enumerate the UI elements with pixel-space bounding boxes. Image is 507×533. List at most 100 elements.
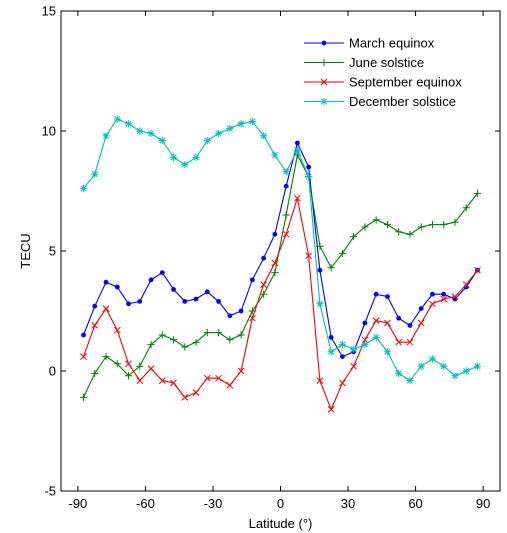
data-point [407, 323, 413, 328]
data-point [238, 308, 244, 314]
data-point [260, 281, 267, 288]
y-tick-label: 15 [42, 4, 56, 19]
y-axis-label: TECU [18, 233, 33, 268]
data-point [102, 353, 110, 361]
data-point [261, 255, 267, 261]
data-point [272, 231, 278, 237]
data-point [474, 266, 481, 274]
data-point [327, 348, 335, 356]
x-tick-label: 30 [341, 496, 355, 511]
data-point [91, 170, 99, 178]
data-point [327, 406, 335, 413]
data-point [327, 264, 335, 272]
data-point [282, 230, 290, 238]
data-point [271, 269, 279, 277]
data-point [361, 341, 369, 349]
axis-ticks: -90 -60 -30 0 30 60 90 -5 0 5 10 15 [42, 4, 500, 511]
data-point [429, 300, 436, 308]
data-point [417, 223, 425, 231]
x-tick-label: 90 [476, 496, 490, 511]
data-point [384, 319, 391, 327]
data-point [158, 377, 166, 384]
data-point [305, 252, 312, 260]
data-point [203, 329, 211, 337]
data-point [462, 281, 470, 288]
data-point [171, 287, 176, 292]
data-point [282, 168, 290, 176]
data-point [317, 267, 323, 273]
data-point [294, 140, 300, 146]
data-point [383, 348, 392, 356]
data-point [372, 216, 380, 224]
data-point [428, 221, 437, 229]
data-point [372, 317, 380, 324]
data-point [237, 120, 245, 128]
data-point [147, 365, 155, 372]
data-point [283, 183, 289, 189]
data-point [181, 394, 189, 401]
data-point [113, 115, 121, 123]
data-point [215, 374, 222, 382]
data-point [102, 305, 110, 312]
data-point [203, 374, 211, 382]
legend-swatch-marker [320, 97, 328, 106]
data-point [248, 117, 256, 125]
data-point [214, 129, 223, 137]
legend-label: March equinox [349, 36, 435, 51]
legend: March equinox June solstice September equi… [304, 36, 462, 109]
data-point [136, 127, 144, 135]
data-point [440, 362, 448, 370]
data-point [102, 132, 110, 140]
data-point [406, 377, 414, 385]
data-point [124, 120, 133, 128]
data-point [81, 332, 86, 338]
data-point [79, 185, 88, 193]
data-point [226, 382, 234, 389]
data-point [305, 173, 313, 181]
data-point [158, 331, 166, 339]
series-december-solstice [79, 115, 482, 385]
data-point [473, 362, 482, 370]
legend-entry: June solstice [304, 55, 424, 70]
x-tick-label: -30 [204, 496, 223, 511]
data-point [350, 362, 358, 370]
data-point [418, 306, 424, 311]
data-point [216, 299, 221, 304]
x-axis-label: Latitude (°) [249, 516, 313, 531]
y-tick-label: 10 [42, 124, 56, 139]
data-point [294, 194, 301, 202]
x-tick-label: -90 [68, 496, 87, 511]
data-point [395, 369, 403, 377]
series-september-equinox [80, 194, 481, 413]
y-tick-label: 0 [49, 364, 56, 379]
data-point [417, 362, 425, 370]
data-point [170, 379, 177, 387]
data-point [462, 204, 470, 212]
y-tick-label: -5 [44, 484, 56, 499]
x-tick-label: 0 [277, 496, 284, 511]
data-point [350, 345, 358, 353]
data-point [226, 125, 234, 133]
data-point [395, 228, 403, 236]
data-point [451, 218, 459, 226]
data-point [147, 129, 155, 137]
data-point [340, 354, 345, 359]
y-tick-label: 5 [49, 244, 56, 259]
data-point [430, 291, 435, 297]
data-point [137, 299, 143, 304]
series-line [83, 153, 478, 398]
legend-entry: September equinox [304, 75, 462, 90]
data-point [237, 331, 245, 339]
legend-swatch-marker [321, 40, 327, 46]
data-point [316, 377, 324, 384]
data-point [169, 153, 178, 161]
data-point [406, 338, 414, 346]
data-point [417, 319, 425, 327]
data-point [338, 249, 347, 257]
legend-swatch-marker [320, 58, 328, 67]
data-point [271, 259, 279, 267]
data-point [79, 393, 88, 401]
data-point [372, 333, 380, 341]
data-point [169, 336, 178, 344]
